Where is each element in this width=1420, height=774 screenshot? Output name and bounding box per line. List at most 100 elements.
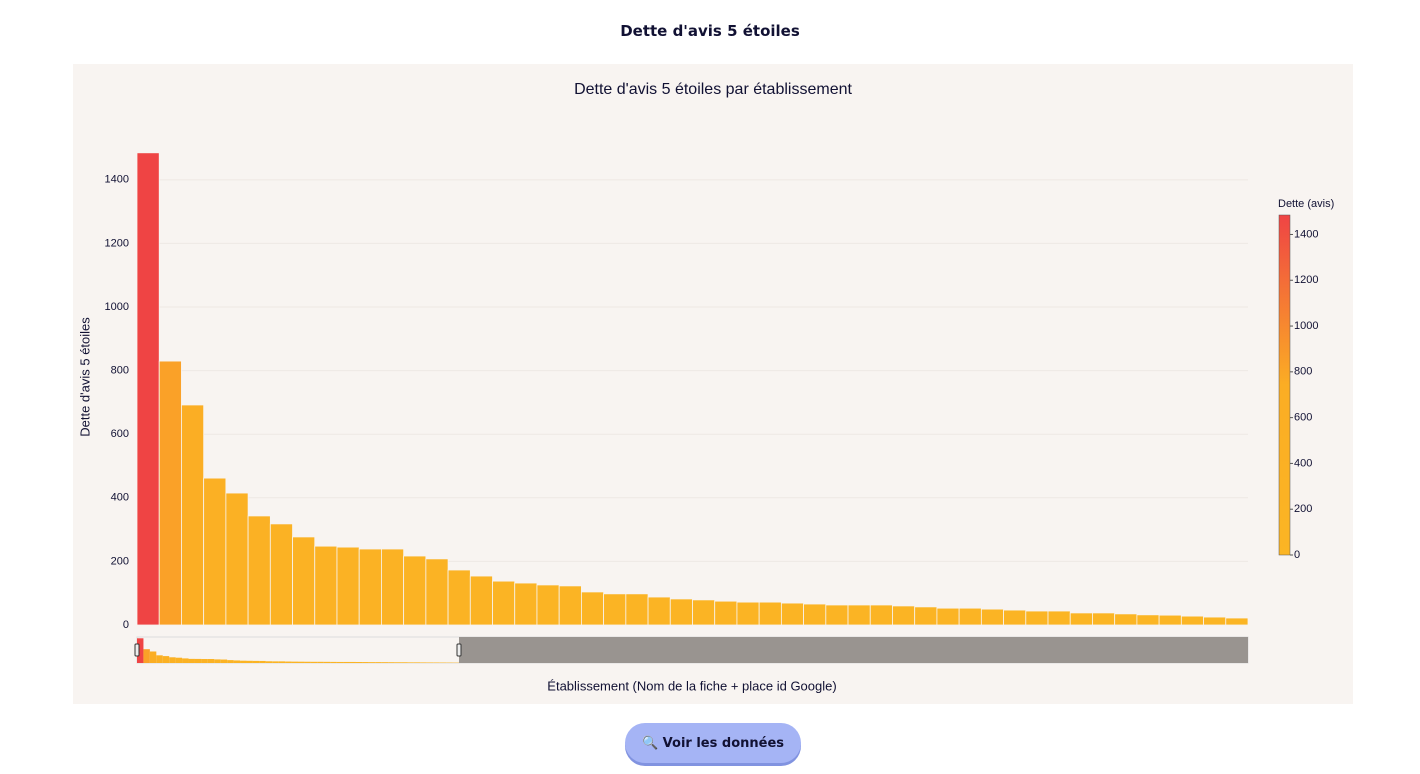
- bar: [736, 601, 760, 626]
- range-slider-bar: [175, 657, 183, 663]
- bar: [292, 536, 316, 626]
- range-slider-bar: [368, 662, 376, 663]
- bar: [492, 580, 516, 626]
- range-slider-bar: [265, 661, 273, 663]
- bar: [558, 585, 582, 626]
- y-tick-label: 400: [111, 492, 129, 504]
- bar: [625, 593, 649, 626]
- bar: [269, 523, 293, 626]
- bar: [1136, 614, 1160, 626]
- range-slider-bar: [420, 662, 427, 663]
- bar: [647, 596, 671, 626]
- y-tick-label: 600: [111, 428, 129, 440]
- range-slider-bar: [259, 660, 266, 663]
- bar: [469, 575, 493, 626]
- bar: [1180, 615, 1204, 626]
- range-slider-bar: [246, 660, 253, 663]
- range-slider-bar: [252, 660, 260, 663]
- range-slider-handle: [134, 643, 140, 657]
- y-tick-label: 1200: [105, 237, 129, 249]
- colorbar-tick-label: 1200: [1294, 274, 1318, 286]
- bar: [581, 591, 605, 626]
- range-slider-bar: [214, 659, 221, 663]
- range-slider-bar: [310, 661, 318, 663]
- bar: [203, 477, 227, 626]
- range-slider-bar: [304, 661, 311, 663]
- bar: [847, 604, 871, 626]
- bar: [892, 605, 916, 626]
- range-slider-mask: [459, 637, 1248, 663]
- range-slider-bar: [291, 661, 298, 663]
- bar: [714, 600, 738, 626]
- range-slider-bar: [298, 661, 305, 663]
- colorbar-tick-label: 800: [1294, 366, 1312, 378]
- range-slider-bar: [233, 660, 241, 663]
- bar: [669, 598, 693, 626]
- view-data-button[interactable]: 🔍 Voir les données: [625, 723, 801, 763]
- bar: [1225, 617, 1249, 626]
- bar: [869, 604, 893, 626]
- bar: [603, 593, 627, 626]
- range-slider-bar: [285, 661, 292, 663]
- colorbar-tick-label: 200: [1294, 503, 1312, 515]
- colorbar-tick-label: 1000: [1294, 320, 1318, 332]
- range-slider-bar: [156, 655, 163, 663]
- range-slider-bar: [375, 662, 382, 663]
- y-tick-label: 1400: [105, 174, 129, 186]
- range-slider-bar: [182, 658, 189, 663]
- bar: [247, 515, 271, 626]
- range-slider-bar: [407, 662, 414, 663]
- range-slider-bar: [188, 658, 195, 663]
- bar: [136, 152, 160, 626]
- range-slider-bar: [362, 662, 369, 663]
- bar: [914, 606, 938, 626]
- y-tick-label: 1000: [105, 301, 129, 313]
- chart: Dette d'avis 5 étoiles par établissement…: [73, 64, 1353, 704]
- bar: [536, 584, 560, 626]
- range-slider-bar: [220, 659, 228, 663]
- range-slider-bar: [381, 662, 389, 663]
- x-axis-title: Établissement (Nom de la fiche + place i…: [547, 678, 836, 693]
- range-slider-bar: [137, 638, 144, 663]
- bar: [447, 569, 471, 626]
- bar: [1114, 613, 1138, 626]
- bar: [803, 603, 827, 626]
- range-slider-bar: [149, 651, 157, 663]
- bar: [1158, 614, 1182, 626]
- bar: [780, 602, 805, 626]
- range-slider-bar: [330, 661, 337, 663]
- y-tick-label: 200: [111, 555, 129, 567]
- y-tick-label: 0: [123, 619, 129, 631]
- bar: [181, 404, 205, 626]
- colorbar: [1278, 214, 1291, 556]
- bar: [692, 599, 716, 626]
- range-slider-bar: [349, 661, 356, 663]
- range-slider-bar: [336, 661, 344, 663]
- bar: [1203, 616, 1227, 626]
- bar: [1069, 612, 1093, 626]
- colorbar-tick-label: 1400: [1294, 228, 1318, 240]
- range-slider-bar: [401, 662, 408, 663]
- colorbar-tick-label: 600: [1294, 412, 1312, 424]
- chart-title: Dette d'avis 5 étoiles par établissement: [574, 81, 852, 98]
- bar: [980, 608, 1004, 626]
- range-slider-bar: [162, 656, 170, 663]
- range-slider-bar: [323, 661, 331, 663]
- range-slider-bar: [272, 661, 279, 663]
- colorbar-tick-label: 0: [1294, 549, 1300, 561]
- bar: [936, 607, 960, 626]
- bar: [314, 545, 338, 626]
- bar: [158, 360, 182, 626]
- bar: [758, 601, 782, 626]
- bar: [1047, 610, 1071, 626]
- bar: [225, 492, 249, 626]
- range-slider-bar: [201, 659, 208, 663]
- bar: [1025, 610, 1049, 626]
- y-axis-title: Dette d'avis 5 étoiles: [77, 317, 92, 437]
- range-slider-bar: [240, 660, 247, 663]
- range-slider-bar: [317, 661, 324, 663]
- range-slider-bar: [207, 659, 215, 663]
- bar: [336, 546, 360, 626]
- range-slider-bar: [278, 661, 286, 663]
